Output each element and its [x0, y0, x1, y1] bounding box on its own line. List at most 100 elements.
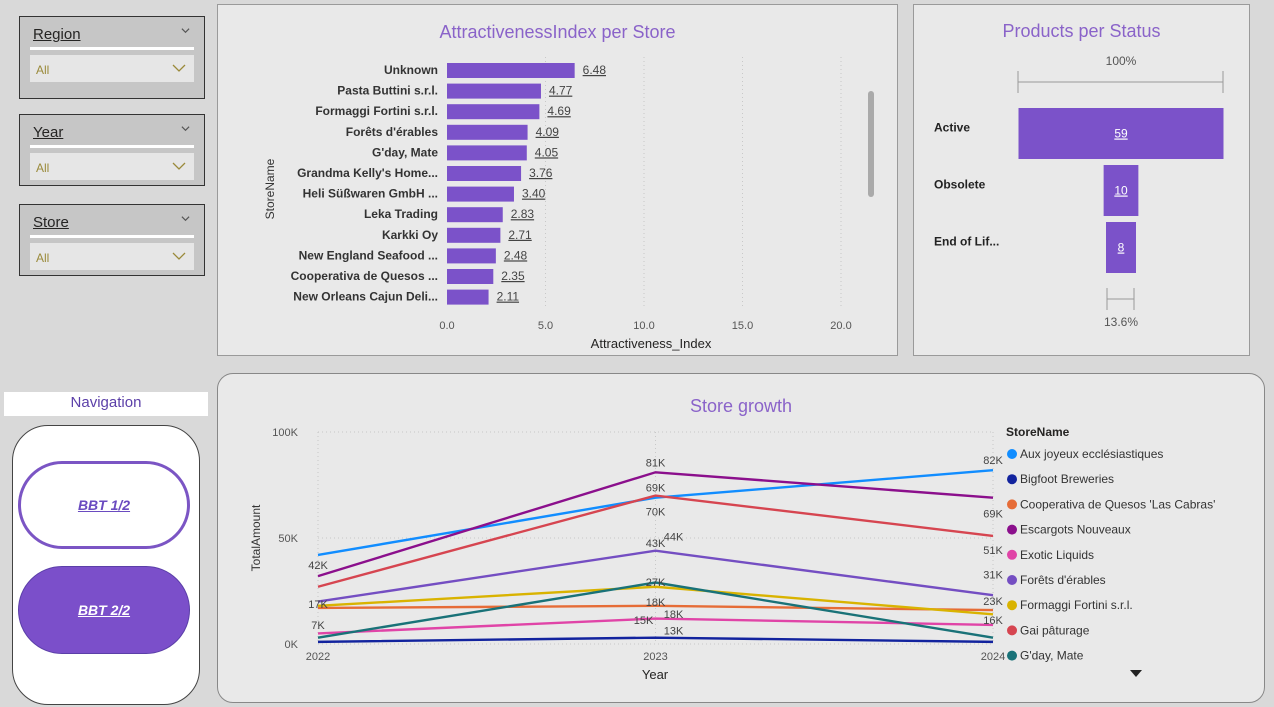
- legend-marker: [1007, 549, 1017, 560]
- category-label: G'day, Mate: [372, 145, 438, 159]
- y-tick-label: 50K: [278, 533, 298, 545]
- x-tick-label: 15.0: [732, 320, 753, 332]
- data-label: 4.05: [535, 145, 559, 159]
- store-dropdown[interactable]: All: [30, 243, 194, 270]
- x-tick-label: 5.0: [538, 320, 553, 332]
- nav-button-bbt-1[interactable]: BBT 1/2: [18, 461, 190, 549]
- attractiveness-card[interactable]: AttractivenessIndex per Store StoreName …: [217, 4, 898, 356]
- legend-marker: [1007, 650, 1017, 661]
- status-title: Products per Status: [1002, 21, 1161, 41]
- store-growth-title: Store growth: [689, 396, 793, 416]
- legend-item-label: Aux joyeux ecclésiastiques: [1020, 447, 1163, 461]
- region-slicer[interactable]: Region All: [19, 16, 205, 99]
- legend-item-label: Formaggi Fortini s.r.l.: [1020, 598, 1133, 612]
- line-data-label: 18K: [646, 597, 666, 609]
- store-growth-line-chart[interactable]: TotalAmount Year StoreName 100K 50K 0K 2022…: [218, 374, 1264, 702]
- legend-item-label: Escargots Nouveaux: [1020, 523, 1131, 537]
- nav-button-bbt-2[interactable]: BBT 2/2: [18, 566, 190, 654]
- line-data-label: 69K: [646, 483, 666, 495]
- legend-scroll-down-icon[interactable]: [1130, 670, 1142, 677]
- store-slicer[interactable]: Store All: [19, 204, 205, 276]
- funnel-category-label: Active: [934, 121, 970, 135]
- x-tick-label: 2022: [306, 651, 330, 663]
- funnel-data-label: 8: [1118, 241, 1125, 255]
- x-tick-label: 10.0: [633, 320, 654, 332]
- x-axis-title: Year: [642, 667, 669, 682]
- store-growth-card[interactable]: Store growth TotalAmount Year StoreName …: [217, 373, 1265, 703]
- series-line: [317, 617, 994, 635]
- bar: [447, 289, 489, 305]
- data-label: 2.48: [504, 248, 528, 262]
- legend-item-label: Bigfoot Breweries: [1020, 472, 1114, 486]
- x-axis-title: Attractiveness_Index: [591, 336, 712, 351]
- legend-item-label: Exotic Liquids: [1020, 548, 1094, 562]
- x-tick-label: 2023: [643, 651, 667, 663]
- legend-title: StoreName: [1006, 425, 1070, 439]
- year-dropdown-value: All: [36, 161, 50, 175]
- series-line: [317, 581, 994, 639]
- legend-marker: [1007, 575, 1017, 585]
- series-line: [317, 471, 994, 578]
- funnel-data-label: 10: [1114, 184, 1128, 198]
- bar: [447, 248, 496, 264]
- x-tick-label: 20.0: [830, 320, 851, 332]
- data-label: 4.09: [536, 125, 560, 139]
- attractiveness-bar-chart[interactable]: StoreName Attractiveness_Index 0.0 5.0 10.…: [218, 5, 897, 355]
- legend-marker: [1007, 474, 1017, 485]
- bar: [447, 145, 527, 161]
- series-line: [317, 604, 994, 612]
- line-data-label: 7K: [311, 620, 325, 632]
- bar: [447, 186, 514, 202]
- category-label: Pasta Buttini s.r.l.: [337, 84, 438, 98]
- data-label: 4.69: [547, 104, 571, 118]
- bar: [447, 207, 503, 223]
- year-slicer-title: Year: [33, 124, 64, 141]
- region-dropdown[interactable]: All: [30, 55, 194, 82]
- funnel-bottom-bracket: [1106, 288, 1135, 310]
- data-label: 6.48: [583, 63, 607, 77]
- legend-marker: [1007, 499, 1017, 510]
- x-tick-label: 0.0: [439, 320, 454, 332]
- chevron-down-icon[interactable]: [181, 26, 190, 35]
- line-data-label: 44K: [664, 532, 684, 544]
- bar: [447, 124, 528, 140]
- line-data-label: 81K: [646, 457, 666, 469]
- data-label: 4.77: [549, 84, 573, 98]
- category-label: Forêts d'érables: [346, 125, 439, 139]
- year-dropdown[interactable]: All: [30, 153, 194, 180]
- year-slicer[interactable]: Year All: [19, 114, 205, 186]
- status-funnel-chart[interactable]: 100% 13.6% Active 59 Obsolete 10 End of Lif.…: [914, 5, 1249, 355]
- bar: [447, 83, 541, 99]
- bar: [447, 227, 501, 243]
- slicer-divider: [30, 235, 194, 238]
- category-label: New Orleans Cajun Deli...: [293, 290, 438, 304]
- line-data-label: 82K: [983, 455, 1003, 467]
- category-label: Karkki Oy: [382, 228, 438, 242]
- funnel-bottom-label: 13.6%: [1104, 315, 1138, 329]
- scrollbar-thumb[interactable]: [868, 91, 874, 197]
- category-label: Leka Trading: [364, 207, 438, 221]
- series-line: [317, 549, 994, 603]
- series-line: [317, 494, 994, 588]
- region-dropdown-value: All: [36, 63, 50, 77]
- category-label: Heli Süßwaren GmbH ...: [303, 187, 438, 201]
- y-axis-title: StoreName: [263, 158, 277, 219]
- data-label: 2.11: [497, 290, 520, 304]
- line-data-label: 16K: [983, 615, 1003, 627]
- line-data-label: 51K: [983, 545, 1003, 557]
- legend-item-label: G'day, Mate: [1020, 649, 1084, 663]
- chevron-down-icon[interactable]: [181, 214, 190, 223]
- legend-marker: [1007, 600, 1017, 611]
- status-card[interactable]: Products per Status 100% 13.6% Active 59 O…: [913, 4, 1250, 356]
- category-label: Unknown: [384, 63, 438, 77]
- y-tick-label: 0K: [285, 639, 299, 651]
- line-data-label: 17K: [308, 599, 328, 611]
- category-label: New England Seafood ...: [299, 248, 438, 262]
- data-label: 3.40: [522, 187, 546, 201]
- attractiveness-title: AttractivenessIndex per Store: [439, 22, 676, 42]
- line-data-label: 69K: [983, 509, 1003, 521]
- chevron-down-icon[interactable]: [181, 124, 190, 133]
- store-slicer-title: Store: [33, 214, 69, 231]
- funnel-data-label: 59: [1114, 127, 1128, 141]
- legend-marker: [1007, 524, 1017, 535]
